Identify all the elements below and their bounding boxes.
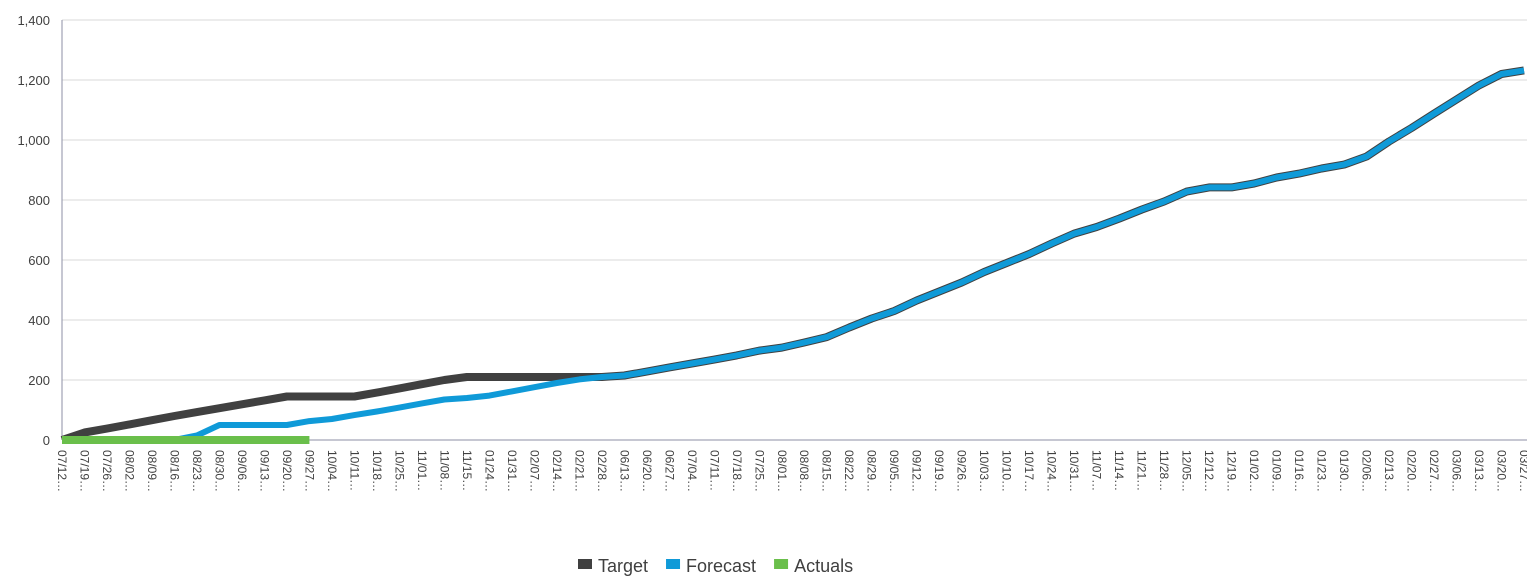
y-tick-label: 0 bbox=[43, 433, 50, 448]
x-tick-label: 01/23… bbox=[1315, 450, 1329, 492]
x-tick-label: 08/29… bbox=[865, 450, 879, 492]
legend-swatch bbox=[774, 559, 789, 569]
x-tick-label: 08/09… bbox=[145, 450, 159, 492]
x-tick-label: 07/04… bbox=[685, 450, 699, 492]
x-tick-label: 01/30… bbox=[1337, 450, 1351, 492]
x-tick-label: 06/27… bbox=[662, 450, 676, 492]
x-tick-label: 02/27… bbox=[1427, 450, 1441, 492]
x-tick-label: 09/27… bbox=[302, 450, 316, 492]
x-tick-label: 11/21… bbox=[1135, 450, 1149, 491]
x-tick-label: 08/16… bbox=[167, 450, 181, 492]
x-tick-label: 10/10… bbox=[1000, 450, 1014, 492]
x-tick-label: 02/28… bbox=[595, 450, 609, 492]
x-tick-label: 07/19… bbox=[77, 450, 91, 492]
x-tick-label: 08/15… bbox=[820, 450, 834, 492]
x-tick-label: 12/12… bbox=[1202, 450, 1216, 492]
x-tick-label: 03/20… bbox=[1495, 450, 1509, 492]
x-tick-label: 10/03… bbox=[977, 450, 991, 492]
legend-label: Forecast bbox=[686, 556, 756, 576]
x-tick-label: 09/13… bbox=[257, 450, 271, 492]
x-tick-label: 10/24… bbox=[1045, 450, 1059, 492]
x-tick-label: 09/06… bbox=[235, 450, 249, 492]
y-tick-label: 800 bbox=[28, 193, 50, 208]
x-tick-label: 02/14… bbox=[550, 450, 564, 492]
x-tick-label: 07/18… bbox=[730, 450, 744, 492]
y-tick-label: 1,000 bbox=[17, 133, 50, 148]
x-tick-label: 10/25… bbox=[392, 450, 406, 492]
x-tick-label: 06/13… bbox=[617, 450, 631, 492]
x-tick-label: 02/13… bbox=[1382, 450, 1396, 492]
x-tick-label: 02/06… bbox=[1360, 450, 1374, 492]
x-tick-label: 08/01… bbox=[775, 450, 789, 492]
x-tick-label: 09/19… bbox=[932, 450, 946, 492]
x-tick-label: 08/08… bbox=[797, 450, 811, 492]
legend-label: Target bbox=[598, 556, 648, 576]
x-tick-label: 10/04… bbox=[325, 450, 339, 492]
x-tick-label: 11/07… bbox=[1090, 450, 1104, 491]
x-tick-label: 03/27… bbox=[1517, 450, 1527, 492]
x-tick-label: 01/09… bbox=[1270, 450, 1284, 492]
x-tick-label: 03/13… bbox=[1472, 450, 1486, 492]
x-tick-label: 02/21… bbox=[572, 450, 586, 492]
x-tick-label: 07/25… bbox=[752, 450, 766, 492]
legend-swatch bbox=[666, 559, 681, 569]
x-tick-label: 01/31… bbox=[505, 450, 519, 492]
x-tick-label: 09/12… bbox=[910, 450, 924, 492]
y-tick-label: 400 bbox=[28, 313, 50, 328]
y-tick-label: 1,200 bbox=[17, 73, 50, 88]
x-tick-label: 07/11… bbox=[707, 450, 721, 491]
x-tick-label: 10/18… bbox=[370, 450, 384, 492]
x-tick-label: 09/20… bbox=[280, 450, 294, 492]
x-tick-label: 01/16… bbox=[1292, 450, 1306, 492]
x-tick-label: 11/08… bbox=[437, 450, 451, 491]
y-tick-label: 600 bbox=[28, 253, 50, 268]
legend-label: Actuals bbox=[794, 556, 853, 576]
y-tick-label: 1,400 bbox=[17, 13, 50, 28]
y-tick-label: 200 bbox=[28, 373, 50, 388]
x-tick-label: 08/22… bbox=[842, 450, 856, 492]
x-tick-label: 11/01… bbox=[415, 450, 429, 491]
x-tick-label: 09/05… bbox=[887, 450, 901, 492]
series-line bbox=[62, 67, 1525, 443]
x-tick-label: 12/05… bbox=[1180, 450, 1194, 492]
x-tick-label: 09/26… bbox=[955, 450, 969, 492]
x-tick-label: 08/23… bbox=[190, 450, 204, 492]
legend-swatch bbox=[578, 559, 592, 569]
x-tick-label: 08/30… bbox=[212, 450, 226, 492]
x-tick-label: 10/17… bbox=[1022, 450, 1036, 492]
x-tick-label: 11/15… bbox=[460, 450, 474, 491]
x-tick-label: 06/20… bbox=[640, 450, 654, 492]
x-tick-label: 02/20… bbox=[1405, 450, 1419, 492]
x-tick-label: 03/06… bbox=[1450, 450, 1464, 492]
x-tick-label: 08/02… bbox=[122, 450, 136, 492]
x-tick-label: 01/24… bbox=[482, 450, 496, 492]
x-tick-label: 02/07… bbox=[527, 450, 541, 492]
x-tick-label: 11/14… bbox=[1112, 450, 1126, 491]
x-tick-label: 11/28… bbox=[1157, 450, 1171, 491]
x-tick-label: 10/11… bbox=[347, 450, 361, 491]
x-tick-label: 07/12… bbox=[55, 450, 69, 492]
x-tick-label: 07/26… bbox=[100, 450, 114, 492]
x-tick-label: 12/19… bbox=[1225, 450, 1239, 492]
x-tick-label: 01/02… bbox=[1247, 450, 1261, 492]
series-line bbox=[60, 66, 1525, 444]
x-tick-label: 10/31… bbox=[1067, 450, 1081, 492]
